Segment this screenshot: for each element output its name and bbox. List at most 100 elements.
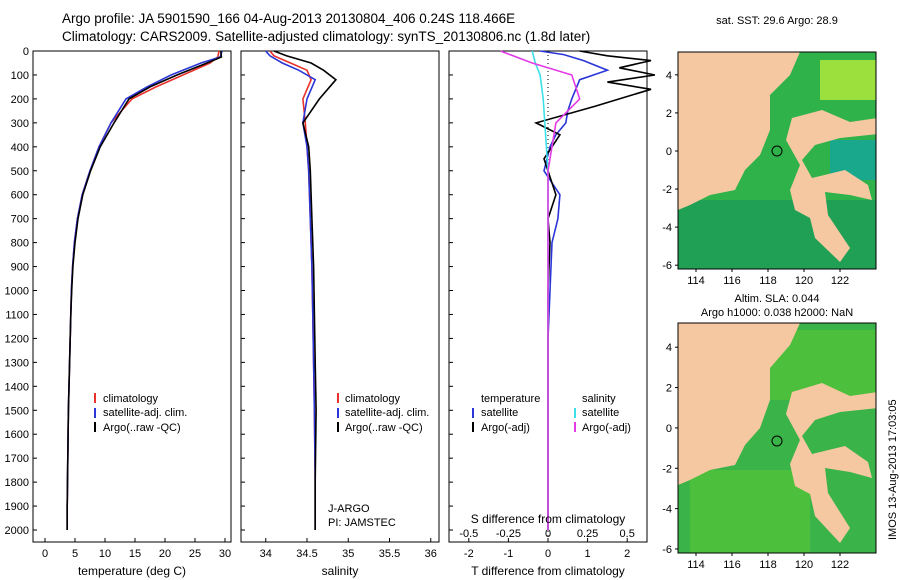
- y-tick-label: 2000: [5, 525, 29, 537]
- map-y-tick-label: 0: [666, 423, 672, 435]
- map-x-tick-label: 116: [723, 275, 741, 287]
- map-y-tick-label: -2: [662, 463, 672, 475]
- map-y-tick-label: 0: [666, 146, 672, 158]
- y-tick-label: 900: [11, 262, 29, 274]
- t-difference-x-label: T difference from climatology: [471, 564, 625, 578]
- map-y-tick-label: 4: [666, 342, 672, 354]
- legend-label-climatology: climatology: [345, 393, 401, 405]
- y-tick-label: 800: [11, 238, 29, 250]
- map-x-tick-label: 122: [831, 275, 849, 287]
- x2-tick-label: 0.5: [620, 528, 635, 540]
- series-line-satellite: [539, 50, 610, 530]
- float-program-label: J-ARGO: [328, 503, 370, 515]
- y-tick-label: 400: [11, 142, 29, 154]
- float-location-marker: [771, 145, 783, 157]
- y-tick-label: 200: [11, 94, 29, 106]
- map-y-tick-label: -4: [662, 222, 672, 234]
- map-y-tick-label: -4: [662, 504, 672, 516]
- y-tick-label: 1300: [5, 357, 29, 369]
- temperature-legend: climatology satellite-adj. clim. Argo(..…: [94, 393, 187, 434]
- y-tick-label: 100: [11, 70, 29, 82]
- x-tick-label: 5: [72, 548, 78, 560]
- series-line-argo---raw--qc-: [273, 50, 338, 530]
- sla-map-title: Altim. SLA: 0.044: [735, 293, 820, 305]
- salinity-panel-frame: [240, 50, 440, 543]
- x-tick-label: 35: [342, 548, 354, 560]
- series-line-satellite-adj--clim-: [66, 50, 223, 530]
- salinity-panel: 34 34.5 35 35.5 36: [241, 50, 437, 560]
- x2-tick-label: -0.5: [459, 528, 478, 540]
- y-tick-label: 1600: [5, 429, 29, 441]
- sst-warm-patch: [820, 60, 876, 100]
- temperature-x-label: temperature (deg C): [78, 564, 186, 578]
- borneo-land: [678, 52, 800, 210]
- y-tick-label: 1500: [5, 405, 29, 417]
- x-tick-label: 2: [624, 548, 630, 560]
- sst-map-axes: 114 116 118 120 122 4 2 0 -2 -4 -6: [662, 70, 849, 287]
- y-tick-label: 1900: [5, 501, 29, 513]
- map-y-tick-label: 2: [666, 383, 672, 395]
- sla-map-frame: [677, 322, 877, 554]
- sulawesi-land: [786, 110, 876, 262]
- x-tick-label: 1: [585, 548, 591, 560]
- series-line-climatology: [269, 50, 317, 530]
- legend-label-t-argo: Argo(-adj): [481, 422, 530, 434]
- temperature-panel-frame: [32, 50, 232, 543]
- figure-title-line1: Argo profile: JA 5901590_166 04-Aug-2013…: [62, 11, 516, 26]
- temperature-panel: 0100200300400500600700800900100011001200…: [5, 46, 232, 560]
- x-tick-label: 34: [260, 548, 272, 560]
- map-x-tick-label: 118: [759, 559, 777, 571]
- map-x-tick-label: 122: [831, 559, 849, 571]
- salinity-legend: climatology satellite-adj. clim. Argo(..…: [328, 393, 429, 529]
- map-x-tick-label: 114: [687, 275, 705, 287]
- y-tick-label: 1700: [5, 453, 29, 465]
- legend-label-argo: Argo(..raw -QC): [103, 422, 181, 434]
- legend-label-s-satellite: satellite: [582, 407, 619, 419]
- map-y-tick-label: 4: [666, 70, 672, 82]
- salinity-x-label: salinity: [322, 564, 359, 578]
- figure-title-line2: Climatology: CARS2009. Satellite-adjuste…: [62, 29, 591, 44]
- x-tick-label: 25: [189, 548, 201, 560]
- series-line-climatology: [66, 50, 220, 530]
- x-tick-label: 10: [99, 548, 111, 560]
- borneo-land: [678, 323, 800, 485]
- y-tick-label: 500: [11, 166, 29, 178]
- x-tick-label: 0: [42, 548, 48, 560]
- sst-map: [678, 52, 876, 269]
- map-y-tick-label: -2: [662, 184, 672, 196]
- x-tick-label: 20: [159, 548, 171, 560]
- legend-label-argo: Argo(..raw -QC): [345, 422, 423, 434]
- y-tick-label: 0: [23, 46, 29, 58]
- series-line-argo--adj-: [533, 50, 656, 530]
- sla-bright-patch: [690, 470, 810, 553]
- imos-timestamp-label: IMOS 13-Aug-2013 17:03:05: [887, 399, 899, 540]
- series-line-argo--adj-: [500, 50, 581, 530]
- x-tick-label: 34.5: [296, 548, 317, 560]
- y-tick-label: 300: [11, 118, 29, 130]
- legend-label-climatology: climatology: [103, 393, 159, 405]
- y-tick-label: 1000: [5, 286, 29, 298]
- sla-map-subtitle: Argo h1000: 0.038 h2000: NaN: [701, 307, 853, 319]
- y-tick-label: 600: [11, 190, 29, 202]
- s-difference-x-label: S difference from climatology: [471, 512, 626, 526]
- x-tick-label: -1: [504, 548, 514, 560]
- map-y-tick-label: -6: [662, 544, 672, 556]
- map-x-tick-label: 120: [795, 559, 813, 571]
- x-tick-label: 36: [425, 548, 437, 560]
- pi-label: PI: JAMSTEC: [328, 517, 396, 529]
- legend-label-s-argo: Argo(-adj): [582, 422, 631, 434]
- x-tick-label: 15: [129, 548, 141, 560]
- x-tick-label: 35.5: [379, 548, 400, 560]
- legend-header-temperature: temperature: [481, 393, 540, 405]
- x2-tick-label: 0.25: [577, 528, 598, 540]
- map-x-tick-label: 116: [723, 559, 741, 571]
- x-tick-label: 30: [219, 548, 231, 560]
- sulawesi-land: [786, 383, 876, 543]
- sst-map-title: sat. SST: 29.6 Argo: 28.9: [716, 15, 838, 27]
- y-tick-label: 1400: [5, 381, 29, 393]
- series-line-satellite-adj--clim-: [265, 50, 317, 530]
- float-location-marker: [771, 435, 783, 447]
- y-tick-label: 700: [11, 214, 29, 226]
- map-y-tick-label: -6: [662, 260, 672, 272]
